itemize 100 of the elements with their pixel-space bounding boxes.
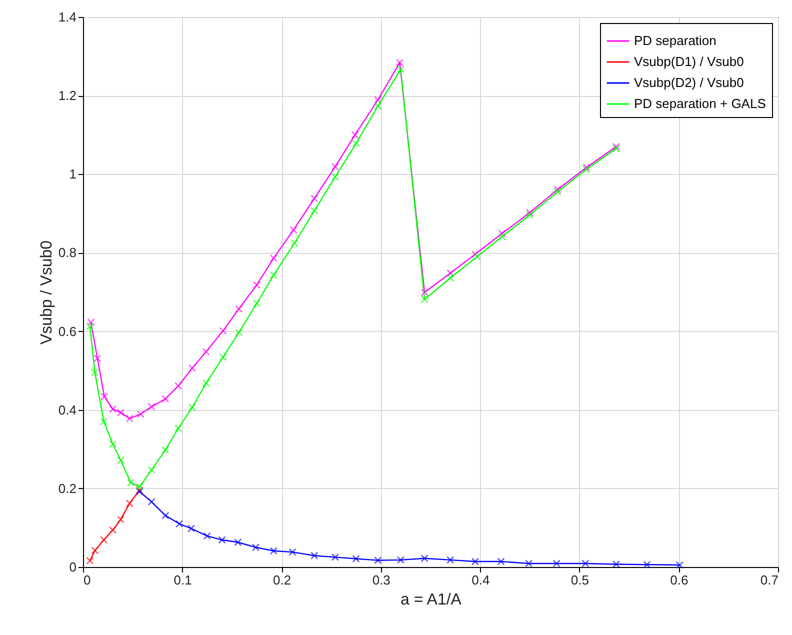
point: [288, 548, 296, 556]
point: [498, 232, 506, 240]
x-tick-label: 0: [84, 572, 91, 588]
point: [162, 446, 170, 454]
point: [552, 560, 560, 568]
x-tick-label: 0.1: [174, 572, 192, 588]
point: [91, 546, 99, 554]
point: [126, 500, 134, 508]
y-tick-label: 0: [69, 560, 76, 574]
point: [554, 188, 562, 196]
point: [526, 211, 534, 219]
point: [219, 327, 227, 335]
point: [351, 131, 359, 139]
y-tick-label: 0.8: [58, 245, 76, 260]
y-tick-label: 0.2: [58, 480, 76, 496]
x-tick-label: 0.7: [760, 572, 778, 588]
point: [188, 364, 196, 372]
point: [310, 194, 318, 202]
x-tick-label: 0.5: [570, 572, 589, 588]
point: [498, 230, 506, 238]
point: [235, 305, 243, 313]
point: [612, 560, 620, 568]
point: [396, 65, 404, 74]
point: [420, 296, 428, 304]
point: [352, 554, 360, 563]
y-tick-label: 0.6: [58, 324, 76, 339]
point: [331, 553, 339, 561]
point: [162, 395, 170, 403]
point: [290, 226, 298, 234]
point: [148, 402, 156, 410]
point: [235, 328, 243, 336]
y-axis-title: Vsubp / Vsub0: [38, 240, 56, 345]
legend-label: PD separation: [634, 33, 716, 48]
point: [148, 466, 156, 474]
point: [446, 269, 454, 277]
point: [109, 526, 117, 534]
point: [87, 318, 95, 326]
point: [203, 532, 211, 540]
point: [100, 536, 108, 544]
point: [188, 404, 196, 412]
x-tick-label: 0.3: [372, 572, 390, 588]
point: [136, 483, 144, 491]
y-tick-label: 1.4: [58, 10, 76, 24]
x-tick-label: 0.2: [273, 572, 292, 588]
point: [352, 140, 360, 148]
point: [234, 538, 242, 546]
point: [91, 368, 99, 376]
point: [676, 561, 684, 569]
point: [148, 498, 156, 506]
point: [116, 408, 124, 416]
point: [252, 300, 261, 308]
point: [374, 102, 382, 110]
point: [331, 173, 339, 181]
point: [270, 547, 278, 555]
y-tick-label: 1: [69, 166, 76, 182]
point: [396, 556, 404, 564]
point: [396, 58, 404, 66]
legend-label: Vsubp(D1) / Vsub0: [634, 54, 744, 69]
x-axis-title: a = A1/A: [400, 592, 462, 608]
point: [187, 524, 195, 532]
point: [582, 560, 590, 568]
point: [218, 536, 226, 544]
legend-label: PD separation + GALS: [634, 96, 766, 111]
point: [310, 552, 318, 560]
point: [94, 354, 102, 362]
point: [374, 556, 382, 564]
point: [86, 556, 94, 564]
point: [109, 405, 117, 413]
y-tick-label: 0.4: [58, 402, 76, 418]
legend-label: Vsubp(D2) / Vsub0: [634, 75, 744, 90]
point: [525, 560, 533, 568]
point: [290, 240, 298, 248]
y-tick-label: 1.2: [58, 88, 76, 104]
point: [100, 418, 108, 426]
point: [86, 322, 94, 330]
point: [174, 424, 182, 432]
point: [526, 208, 534, 216]
point: [252, 544, 260, 552]
point: [420, 554, 428, 562]
point: [162, 512, 170, 520]
point: [420, 288, 428, 296]
point: [116, 456, 124, 464]
point: [270, 254, 278, 262]
point: [136, 410, 144, 418]
point: [202, 379, 210, 387]
point: [270, 271, 278, 279]
x-tick-label: 0.6: [670, 572, 688, 588]
point: [374, 96, 382, 104]
point: [219, 353, 227, 361]
point: [126, 478, 134, 486]
point: [331, 162, 339, 170]
point: [643, 560, 651, 568]
point: [100, 392, 108, 400]
point: [252, 281, 261, 289]
point: [126, 414, 134, 422]
point: [446, 556, 454, 564]
point: [497, 558, 505, 566]
point: [202, 348, 210, 356]
point: [176, 520, 184, 528]
point: [446, 274, 454, 282]
